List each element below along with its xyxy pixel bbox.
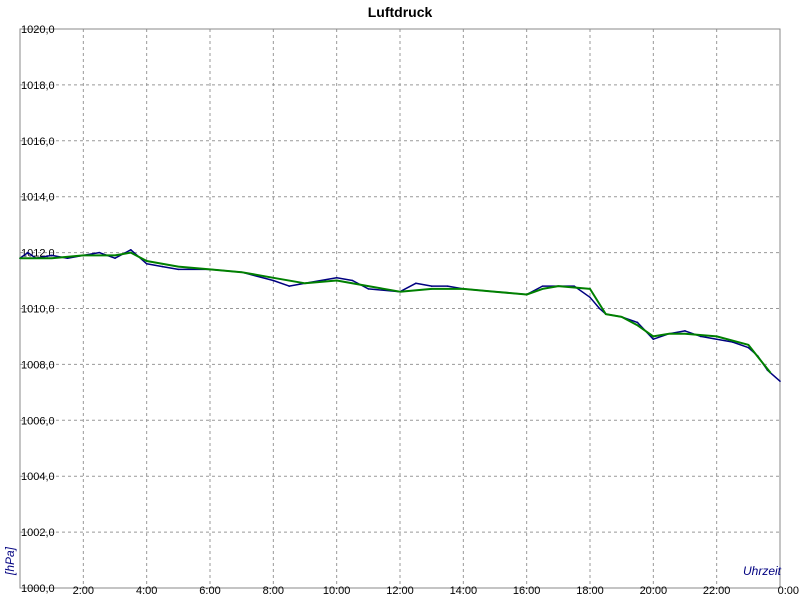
y-tick-label: 1008,0: [21, 359, 55, 371]
series-2-point: [605, 313, 607, 315]
x-tick-label: 20:00: [640, 585, 668, 597]
series-2-point: [177, 265, 180, 268]
x-tick-label: 12:00: [386, 585, 414, 597]
series-1-point: [27, 251, 29, 254]
x-tick-label: 22:00: [703, 585, 731, 597]
series-1-point: [367, 288, 370, 290]
x-tick-label: 8:00: [263, 585, 284, 597]
series-2-point: [541, 288, 544, 290]
series-2-point: [209, 268, 211, 271]
series-2-point: [668, 332, 670, 335]
series-2-line: [20, 251, 772, 374]
y-tick-label: 1000,0: [21, 583, 55, 595]
series-1-point: [351, 279, 354, 282]
x-tick-label: 6:00: [199, 585, 220, 597]
series-1-point: [589, 296, 591, 299]
series-2-point: [589, 288, 591, 290]
x-tick-labels: 2:00 4:00 6:00 8:00 10:00 12:00 14:00 16:00 18:0…: [73, 585, 799, 597]
series-1-point: [130, 249, 132, 251]
series-2-point: [462, 288, 465, 290]
series-2-point: [494, 290, 496, 293]
series-1-point: [114, 257, 116, 259]
series-2-point: [19, 257, 21, 259]
x-tick-label: 16:00: [513, 585, 541, 597]
series-1-point: [598, 307, 601, 310]
series-1-point: [715, 338, 718, 341]
series-1-point: [288, 285, 290, 287]
x-tick-label: 0:00: [778, 585, 799, 597]
series-2-point: [715, 335, 718, 338]
series-1-point: [177, 268, 180, 271]
series-1-point: [50, 254, 53, 257]
series-2-point: [114, 254, 116, 257]
series-1-point: [684, 330, 686, 332]
series-2-point: [82, 254, 85, 257]
series-1-point: [636, 321, 639, 324]
series-2-point: [620, 316, 623, 318]
series-1-point: [98, 251, 100, 254]
series-2-point: [145, 260, 148, 262]
x-tick-label: 10:00: [323, 585, 351, 597]
series-2-point: [769, 371, 772, 374]
series-2-point: [240, 271, 243, 273]
y-axis-label: [hPa]: [3, 546, 17, 576]
y-tick-label: 1002,0: [21, 527, 55, 539]
series-2-point: [272, 276, 275, 279]
series-2-point: [684, 332, 686, 335]
y-tick-label: 1018,0: [21, 80, 55, 92]
series-1-point: [747, 346, 750, 349]
series-layer: [19, 249, 781, 382]
x-tick-label: 14:00: [450, 585, 478, 597]
x-tick-label: 18:00: [576, 585, 604, 597]
plot-frame: [19, 28, 781, 589]
series-1-point: [779, 380, 781, 382]
x-tick-label: 2:00: [73, 585, 94, 597]
y-tick-label: 1014,0: [21, 192, 55, 204]
series-1-point: [415, 282, 417, 285]
chart-title: Luftdruck: [368, 4, 433, 20]
y-tick-labels: 1000,01002,01004,01006,01008,01010,01012…: [21, 24, 55, 595]
series-1-point: [335, 276, 338, 279]
series-2-point: [636, 324, 639, 327]
y-tick-label: 1004,0: [21, 471, 55, 483]
series-1-point: [145, 262, 148, 265]
series-2-point: [367, 285, 370, 287]
x-tick-label: 4:00: [136, 585, 157, 597]
series-2-point: [747, 344, 750, 346]
series-2-point: [557, 285, 560, 287]
series-2-point: [399, 290, 401, 293]
series-2-point: [50, 257, 53, 259]
series-1-point: [446, 285, 449, 287]
series-1-point: [430, 285, 433, 287]
y-tick-label: 1016,0: [21, 136, 55, 148]
y-tick-label: 1020,0: [21, 24, 55, 36]
y-tick-label: 1006,0: [21, 415, 55, 427]
series-1-point: [541, 285, 544, 287]
series-2-point: [430, 288, 433, 290]
y-tick-label: 1010,0: [21, 304, 55, 316]
series-2-point: [335, 279, 338, 282]
series-2-point: [525, 293, 528, 296]
series-2-point: [130, 251, 132, 254]
x-axis-label: Uhrzeit: [743, 564, 782, 578]
series-1-point: [161, 265, 164, 268]
series-2-point: [652, 335, 655, 338]
series-2-point: [304, 282, 306, 285]
series-1-point: [272, 279, 275, 282]
series-1-point: [652, 338, 655, 341]
